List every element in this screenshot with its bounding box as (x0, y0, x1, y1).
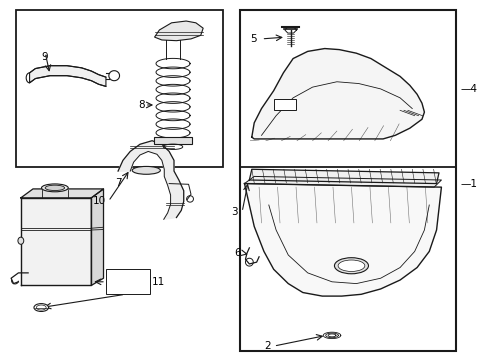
Polygon shape (30, 66, 106, 86)
Ellipse shape (36, 305, 46, 310)
Polygon shape (21, 189, 103, 198)
Ellipse shape (337, 260, 364, 271)
Polygon shape (154, 21, 203, 41)
Polygon shape (244, 184, 441, 296)
Polygon shape (251, 49, 424, 139)
Ellipse shape (41, 184, 68, 192)
Bar (273, 99, 295, 111)
Text: 6: 6 (233, 248, 240, 258)
Text: —4: —4 (460, 84, 477, 94)
Ellipse shape (34, 303, 48, 311)
Text: 5: 5 (249, 34, 256, 44)
Text: 8: 8 (138, 100, 144, 110)
Text: 7: 7 (115, 178, 121, 188)
Bar (106, 269, 149, 294)
Polygon shape (244, 176, 441, 187)
Text: 10: 10 (93, 197, 106, 206)
Polygon shape (118, 141, 183, 219)
Bar (16, 10, 222, 167)
Text: 9: 9 (42, 52, 48, 62)
Text: 2: 2 (264, 341, 271, 351)
Text: 11: 11 (152, 277, 165, 287)
Text: 3: 3 (231, 207, 238, 217)
Polygon shape (249, 169, 438, 184)
Ellipse shape (45, 185, 64, 190)
Text: —1: —1 (460, 179, 477, 189)
Bar (153, 137, 192, 144)
Polygon shape (91, 189, 103, 285)
Ellipse shape (132, 166, 160, 174)
Polygon shape (21, 198, 91, 285)
Ellipse shape (18, 237, 24, 244)
Ellipse shape (334, 258, 368, 274)
Bar (239, 10, 455, 351)
Bar (239, 10, 455, 167)
